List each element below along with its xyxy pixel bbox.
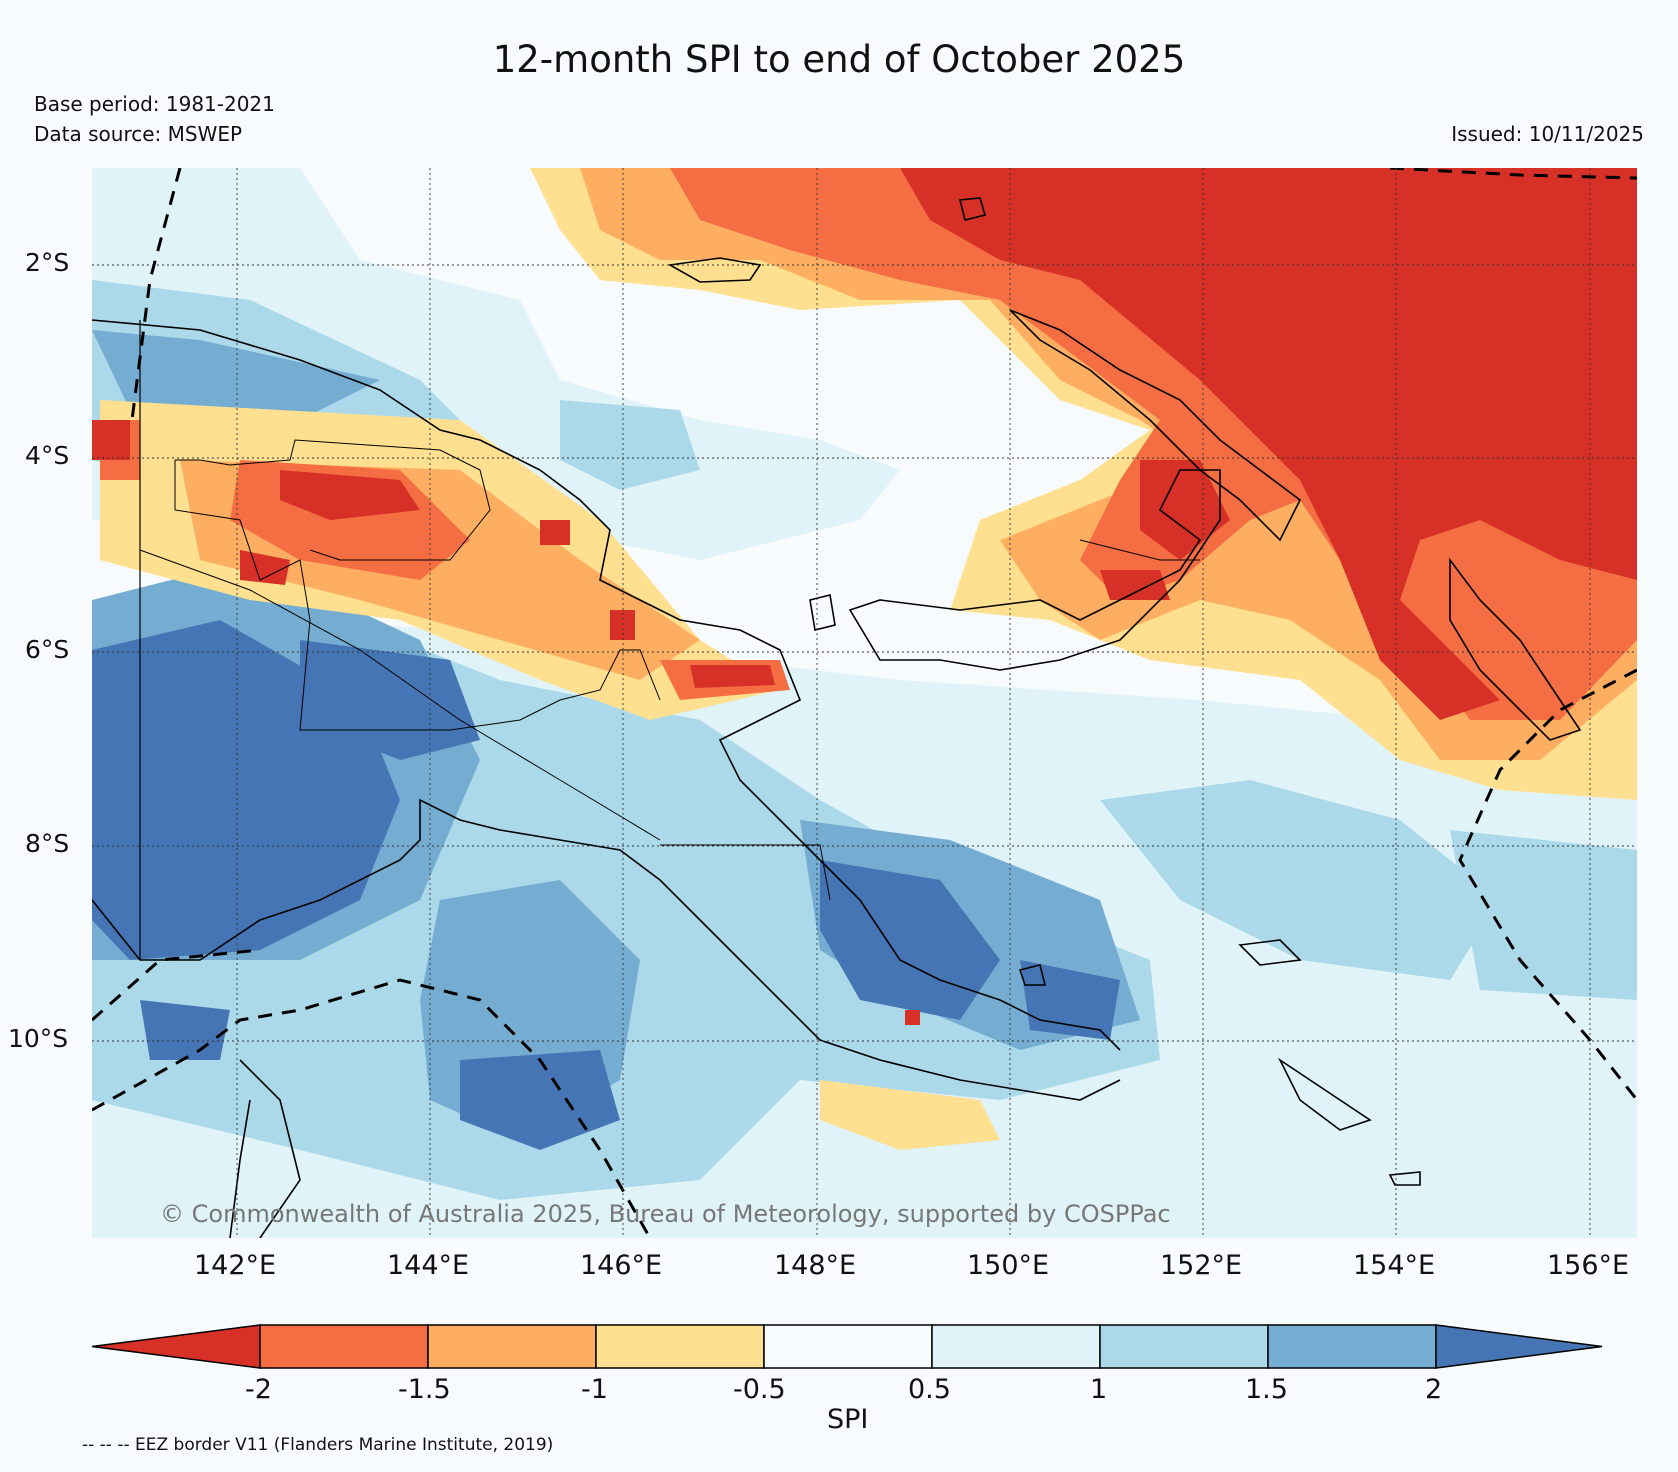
lon-label-152e: 152°E <box>1160 1250 1243 1281</box>
cb-tick-label: -1 <box>581 1374 608 1405</box>
copyright-watermark: © Commonwealth of Australia 2025, Bureau… <box>160 1200 1171 1228</box>
cb-tick-label: -0.5 <box>733 1374 786 1405</box>
lat-label-10s: 10°S <box>8 1024 69 1053</box>
spi-field <box>92 168 1637 1238</box>
map-title: 12-month SPI to end of October 2025 <box>492 38 1186 81</box>
colorbar-title: SPI <box>827 1404 869 1435</box>
province-borders <box>139 439 1200 901</box>
lon-label-156e: 156°E <box>1547 1250 1630 1281</box>
data-source: Data source: MSWEP <box>34 122 243 146</box>
base-period: Base period: 1981-2021 <box>34 92 275 116</box>
issued-date: Issued: 10/11/2025 <box>1451 122 1644 146</box>
lat-label-4s: 4°S <box>25 441 70 470</box>
lat-label-8s: 8°S <box>25 829 70 858</box>
lon-label-148e: 148°E <box>774 1250 857 1281</box>
coastlines <box>92 197 1582 1238</box>
eez-footnote: -- -- -- EEZ border V11 (Flanders Marine… <box>82 1435 554 1455</box>
lon-label-150e: 150°E <box>967 1250 1050 1281</box>
graticule <box>92 168 1637 1238</box>
cb-tick-label: 1 <box>1090 1374 1108 1405</box>
cb-tick-label: 2 <box>1425 1374 1443 1405</box>
cb-tick-label: 0.5 <box>908 1374 951 1405</box>
cb-tick-label: 1.5 <box>1245 1374 1288 1405</box>
lon-label-144e: 144°E <box>387 1250 470 1281</box>
lat-label-2s: 2°S <box>25 248 70 277</box>
cb-tick-label: -1.5 <box>398 1374 451 1405</box>
lon-label-154e: 154°E <box>1353 1250 1436 1281</box>
cb-tick-label: -2 <box>245 1374 272 1405</box>
lat-label-6s: 6°S <box>25 635 70 664</box>
lon-label-142e: 142°E <box>194 1250 277 1281</box>
dry-zone-extreme <box>92 168 1637 1025</box>
lon-label-146e: 146°E <box>580 1250 663 1281</box>
